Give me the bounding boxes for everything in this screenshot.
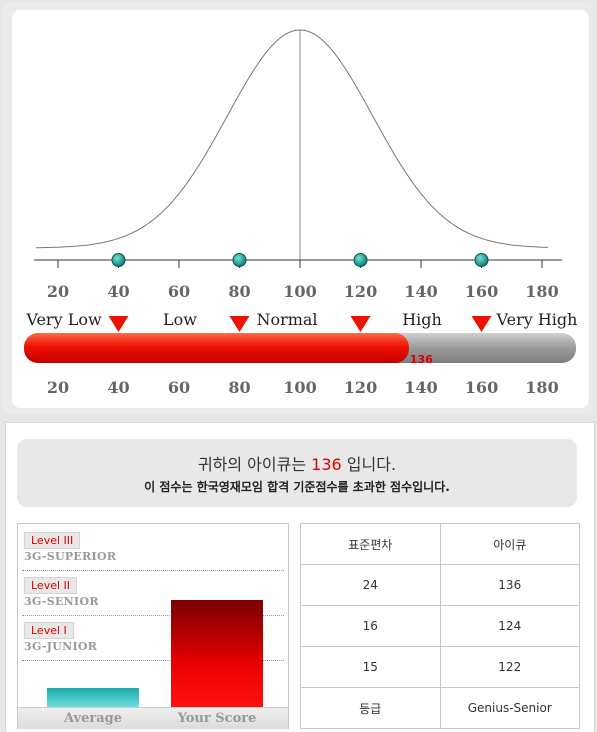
your-score-label: Your Score xyxy=(177,711,257,726)
level-badge: Level III xyxy=(24,532,81,549)
level-name: 3G-SENIOR xyxy=(24,595,99,608)
level-badge: Level I xyxy=(24,622,74,639)
tick-label: 60 xyxy=(168,282,190,301)
score-bar-fill xyxy=(24,333,409,363)
tick-label: 120 xyxy=(344,378,377,397)
category-label: Very High xyxy=(496,310,578,329)
marker-triangle xyxy=(471,316,492,332)
category-label: High xyxy=(402,310,442,329)
tick-label: 160 xyxy=(465,378,498,397)
boundary-dot xyxy=(474,253,489,267)
table-header-row: 표준편차 아이큐 xyxy=(300,523,580,565)
headline-prefix: 귀하의 아이큐는 xyxy=(197,455,312,474)
tick-label: 160 xyxy=(465,282,498,301)
score-comparison-chart: Level III 3G-SUPERIOR Level II 3G-SENIOR… xyxy=(17,523,289,729)
level-name: 3G-JUNIOR xyxy=(24,640,98,653)
table-header-cell: 아이큐 xyxy=(439,523,580,565)
iq-distribution-graphic: 20 40 60 80 100 120 140 160 180 Very Low Low Norma… xyxy=(24,29,577,397)
level-row-junior: Level I 3G-JUNIOR xyxy=(22,616,284,661)
table-row: 16 124 xyxy=(300,605,580,647)
tick-label: 20 xyxy=(47,282,69,301)
table-cell: 122 xyxy=(439,646,580,688)
tick-label: 180 xyxy=(525,378,558,397)
boundary-dot xyxy=(111,253,126,267)
category-markers xyxy=(108,316,492,332)
table-header-cell: 표준편차 xyxy=(300,523,441,565)
tick-label: 40 xyxy=(107,378,129,397)
tick-label: 40 xyxy=(107,282,129,301)
marker-triangle xyxy=(350,316,371,332)
axis-dots xyxy=(111,253,489,267)
bell-curve xyxy=(36,29,549,249)
chart-baseline xyxy=(18,707,288,729)
tick-label: 20 xyxy=(47,378,69,397)
score-bar-value: 136 xyxy=(410,353,433,366)
iq-distribution-card: 20 40 60 80 100 120 140 160 180 Very Low Low Norma… xyxy=(2,2,595,414)
result-card: 귀하의 아이큐는 136 입니다. 이 점수는 한국영재모임 합격 기준점수를 … xyxy=(5,422,595,732)
tick-label: 80 xyxy=(228,282,250,301)
tick-label: 180 xyxy=(525,282,558,301)
grade-label-cell: 등급 xyxy=(300,687,441,729)
category-label: Normal xyxy=(256,310,317,329)
level-name: 3G-SUPERIOR xyxy=(24,550,117,563)
boundary-dot xyxy=(353,253,368,267)
table-grade-row: 등급 Genius-Senior xyxy=(300,687,580,729)
result-headline: 귀하의 아이큐는 136 입니다. xyxy=(17,451,577,475)
average-label: Average xyxy=(63,711,123,726)
table-cell: 24 xyxy=(300,564,441,606)
marker-triangle xyxy=(108,316,129,332)
tick-labels-top: 20 40 60 80 100 120 140 160 180 xyxy=(47,282,559,301)
table-cell: 124 xyxy=(439,605,580,647)
level-badge: Level II xyxy=(24,577,78,594)
boundary-dot xyxy=(232,253,247,267)
axis-ticks-top xyxy=(57,260,543,268)
tick-label: 140 xyxy=(404,378,437,397)
marker-triangle xyxy=(229,316,250,332)
result-subline: 이 점수는 한국영재모임 합격 기준점수를 초과한 점수입니다. xyxy=(144,480,450,494)
headline-suffix: 입니다. xyxy=(341,455,397,474)
tick-label: 100 xyxy=(283,282,316,301)
tick-label: 100 xyxy=(283,378,316,397)
table-cell: 15 xyxy=(300,646,441,688)
result-table-panel: 표준편차 아이큐 24 136 16 124 15 122 등급 Genius-… xyxy=(300,523,580,729)
table-row: 15 122 xyxy=(300,646,580,688)
table-cell: 136 xyxy=(439,564,580,606)
tick-label: 80 xyxy=(228,378,250,397)
average-bar xyxy=(47,687,139,707)
result-table: 표준편차 아이큐 24 136 16 124 15 122 등급 Genius-… xyxy=(300,523,580,729)
level-row-superior: Level III 3G-SUPERIOR xyxy=(22,526,284,571)
category-labels: Very Low Low Normal High Very High xyxy=(25,310,577,329)
tick-labels-bottom: 20 40 60 80 100 120 140 160 180 xyxy=(47,378,559,397)
grade-value-cell: Genius-Senior xyxy=(439,687,580,729)
tick-label: 140 xyxy=(404,282,437,301)
result-banner: 귀하의 아이큐는 136 입니다. 이 점수는 한국영재모임 합격 기준점수를 … xyxy=(17,439,577,507)
tick-label: 120 xyxy=(344,282,377,301)
category-label: Very Low xyxy=(25,310,102,329)
your-score-bar xyxy=(171,600,263,707)
category-label: Low xyxy=(163,310,197,329)
level-row-senior: Level II 3G-SENIOR xyxy=(22,571,284,616)
table-row: 24 136 xyxy=(300,564,580,606)
iq-distribution-panel: 20 40 60 80 100 120 140 160 180 Very Low Low Norma… xyxy=(12,10,589,408)
headline-score: 136 xyxy=(311,455,342,474)
tick-label: 60 xyxy=(168,378,190,397)
table-cell: 16 xyxy=(300,605,441,647)
